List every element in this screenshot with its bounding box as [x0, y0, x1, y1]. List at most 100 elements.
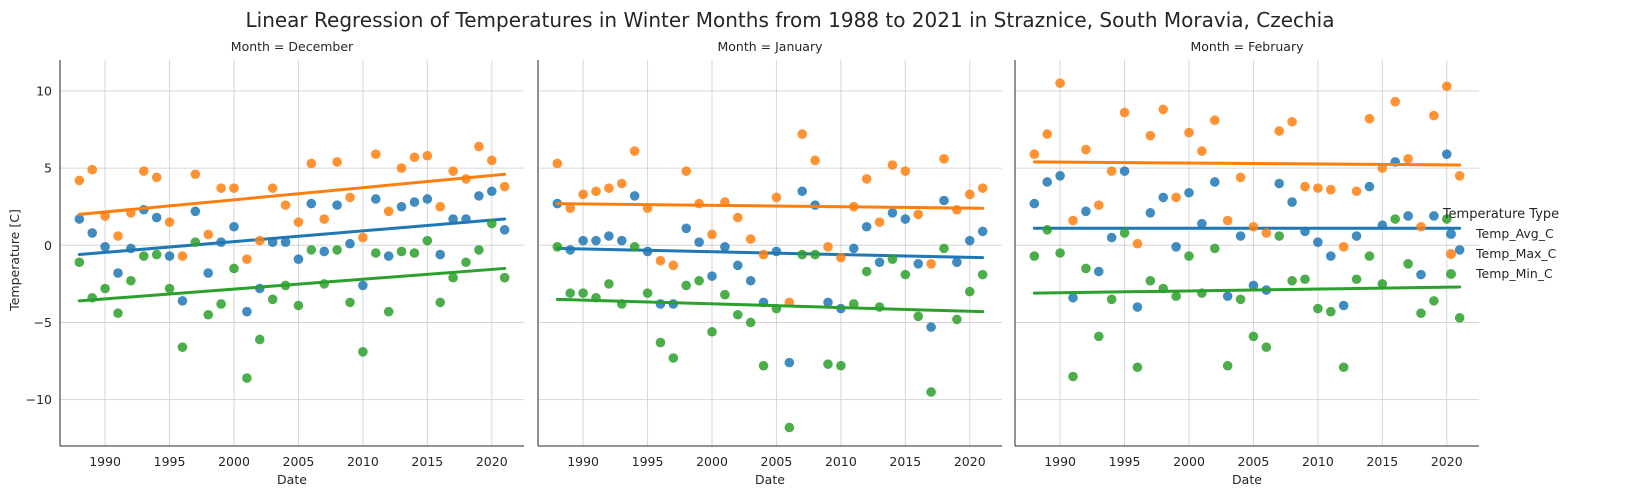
data-point [383, 206, 394, 217]
data-point [565, 203, 576, 214]
data-point [358, 280, 368, 291]
data-point [629, 242, 640, 252]
data-point [100, 242, 110, 252]
data-point [745, 275, 756, 286]
data-point [552, 242, 563, 252]
data-point [1287, 197, 1297, 207]
x-tick-label: 1990 [1044, 454, 1076, 469]
data-point [1287, 275, 1297, 286]
data-point [1287, 116, 1297, 127]
data-point [1416, 221, 1426, 232]
panel-title: Month = February [1191, 39, 1305, 54]
legend-marker [1446, 229, 1456, 239]
data-point [939, 195, 949, 206]
x-tick-label: 1990 [89, 454, 121, 469]
data-point [578, 288, 588, 298]
data-point [138, 251, 149, 261]
data-point [1132, 302, 1143, 312]
data-point [952, 257, 962, 268]
data-point [1300, 274, 1310, 285]
data-point [552, 158, 563, 169]
data-point [1454, 171, 1465, 181]
data-point [758, 249, 769, 260]
data-point [1248, 221, 1259, 232]
data-point [694, 275, 704, 286]
data-point [332, 245, 342, 255]
data-point [1364, 181, 1375, 192]
series-Temp_Min_C [1029, 214, 1465, 382]
series-Temp_Max_C [1029, 78, 1465, 252]
data-point [1042, 177, 1053, 187]
legend-label: Temp_Max_C [1475, 246, 1557, 261]
data-point [113, 268, 123, 278]
data-point [229, 263, 239, 274]
data-point [151, 212, 162, 223]
data-point [1119, 228, 1130, 238]
regression-line [77, 217, 507, 257]
data-point [874, 257, 885, 268]
data-point [823, 359, 833, 369]
data-point [732, 212, 743, 223]
data-point [1416, 269, 1426, 280]
x-tick-label: 2010 [347, 454, 379, 469]
legend: Temperature Type Temp_Avg_C Temp_Max_C Tem… [1442, 207, 1559, 281]
regression-line [555, 246, 985, 260]
data-point [1055, 248, 1065, 258]
data-point [939, 154, 949, 164]
data-point [1184, 127, 1194, 138]
data-point [267, 294, 278, 305]
legend-label: Temp_Min_C [1475, 266, 1553, 281]
data-point [913, 311, 924, 322]
data-point [435, 297, 446, 308]
data-point [926, 387, 936, 397]
data-point [435, 249, 446, 260]
data-point [1197, 146, 1207, 156]
x-axis-label: Date [277, 472, 307, 487]
data-point [707, 229, 717, 240]
data-point [642, 288, 653, 298]
data-point [126, 275, 136, 286]
panel-title: Month = December [231, 39, 354, 54]
data-point [1351, 231, 1362, 241]
data-point [1235, 231, 1246, 241]
data-point [939, 243, 949, 254]
x-tick-label: 2015 [411, 454, 443, 469]
data-point [229, 221, 239, 232]
data-point [1300, 181, 1310, 192]
legend-title: Temperature Type [1442, 207, 1559, 222]
data-point [1338, 362, 1349, 373]
data-point [1274, 231, 1285, 241]
data-point [707, 271, 717, 281]
x-axis-label: Date [1232, 472, 1262, 487]
data-point [499, 181, 510, 192]
data-point [1441, 81, 1452, 92]
data-point [591, 235, 601, 246]
data-point [332, 157, 342, 167]
data-point [1235, 172, 1246, 183]
data-point [332, 200, 342, 210]
data-point [1235, 294, 1246, 305]
data-point [242, 254, 252, 264]
data-point [409, 197, 420, 207]
data-point [499, 272, 510, 283]
data-point [591, 186, 601, 197]
data-point [203, 229, 214, 240]
data-point [461, 257, 471, 268]
x-tick-label: 2005 [283, 454, 315, 469]
data-point [1325, 184, 1336, 195]
legend-label: Temp_Avg_C [1475, 226, 1554, 241]
y-tick-label: 5 [44, 161, 52, 176]
data-point [1171, 291, 1181, 302]
panel-2: Month = February 1990 1995 2000 2005 2010 2015… [1014, 39, 1479, 487]
x-tick-label: 1990 [567, 454, 599, 469]
data-point [254, 235, 265, 246]
data-point [1184, 251, 1194, 261]
x-tick-label: 1995 [154, 454, 186, 469]
data-point [1106, 166, 1117, 176]
data-point [306, 245, 317, 255]
data-point [74, 257, 85, 268]
regression-line [77, 172, 507, 216]
data-point [1029, 149, 1040, 159]
data-point [293, 254, 304, 264]
data-point [1403, 154, 1413, 164]
